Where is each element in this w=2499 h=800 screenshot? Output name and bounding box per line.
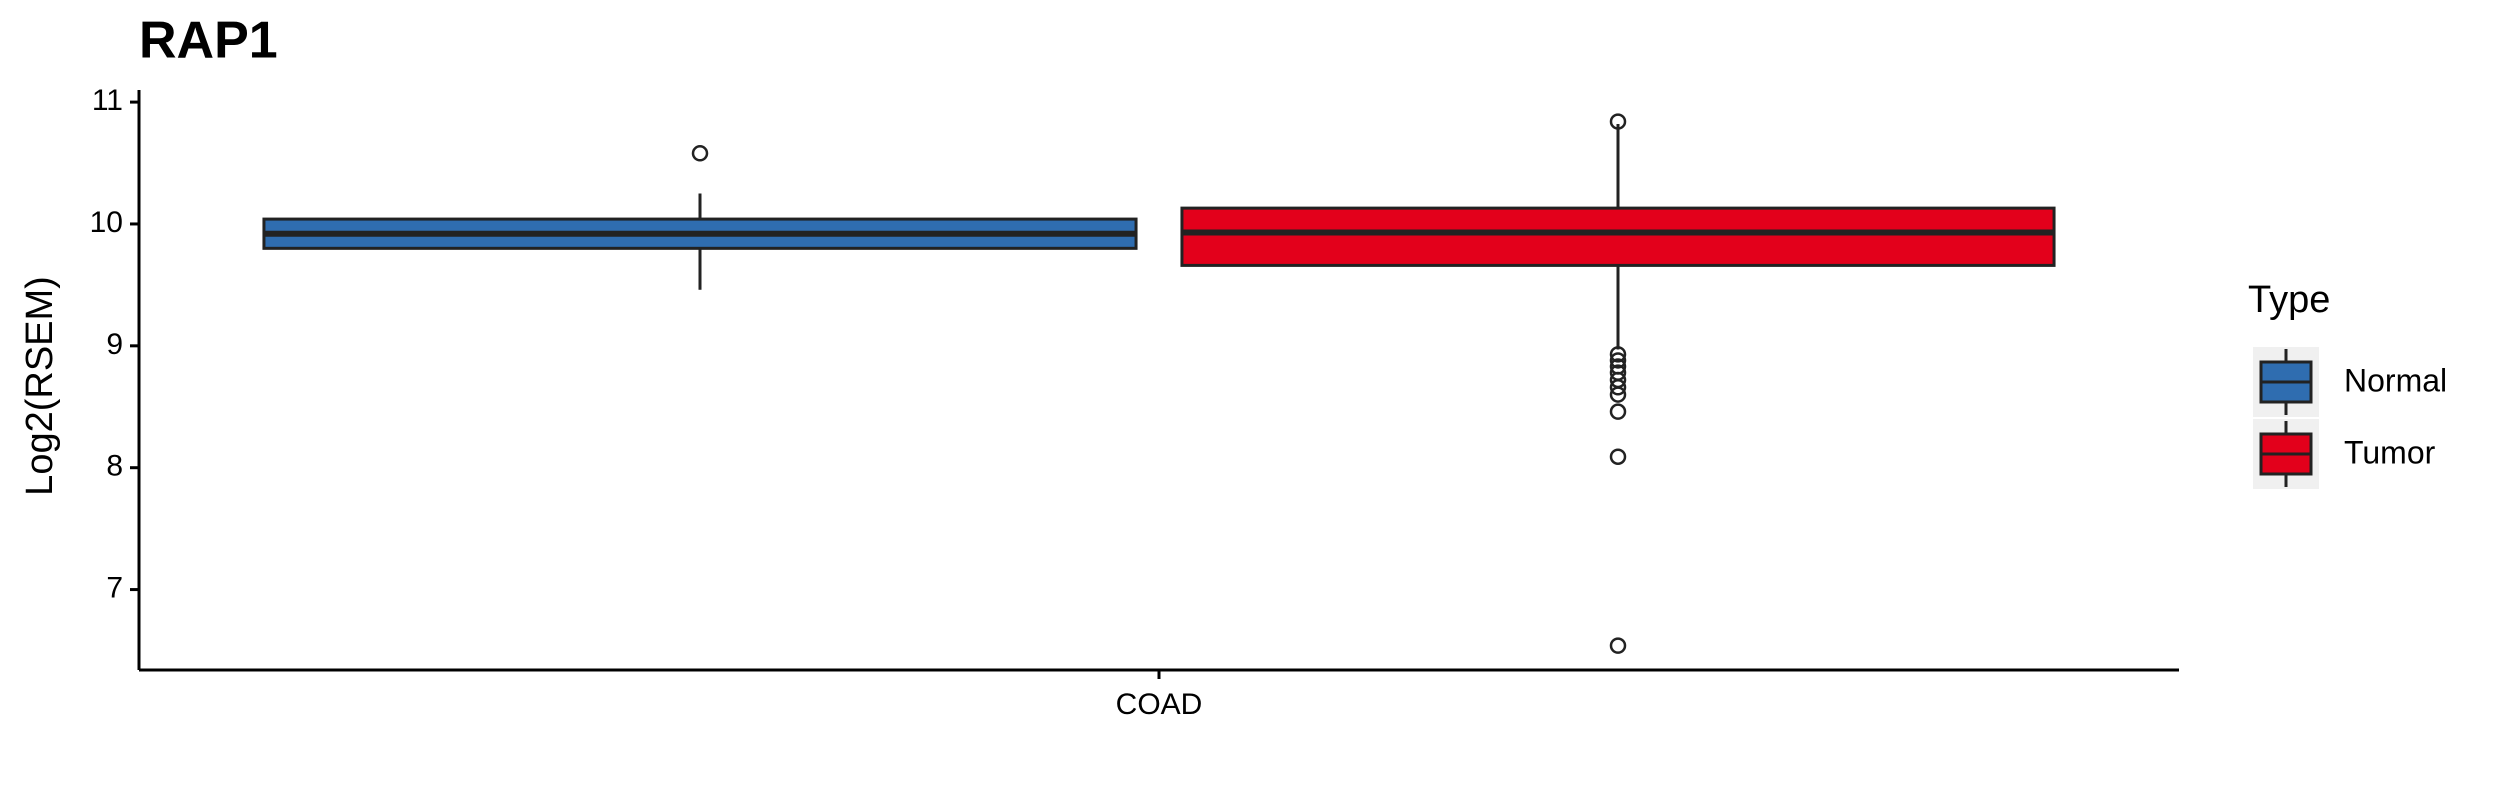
y-tick-label: 8 <box>106 450 123 483</box>
outlier <box>1609 403 1627 420</box>
outlier <box>1609 346 1627 363</box>
box <box>1180 206 2056 267</box>
outlier <box>691 145 709 162</box>
outlier <box>1609 386 1627 403</box>
y-tick-label: 9 <box>106 328 123 361</box>
outlier <box>1609 637 1627 654</box>
x-tick-label: COAD <box>1116 688 1203 721</box>
y-tick-label: 11 <box>92 84 123 117</box>
legend-label: Tumor <box>2344 434 2436 470</box>
y-tick-label: 10 <box>90 206 123 239</box>
outlier <box>1609 352 1627 369</box>
outlier <box>1609 379 1627 396</box>
y-axis-label: Log2(RSEM) <box>19 276 61 496</box>
chart-title: RAP1 <box>139 12 278 70</box>
legend-title: Type <box>2248 279 2330 321</box>
outlier <box>1609 448 1627 465</box>
legend-label: Normal <box>2344 362 2447 398</box>
y-tick-label: 7 <box>106 571 123 604</box>
outlier <box>1609 113 1627 130</box>
